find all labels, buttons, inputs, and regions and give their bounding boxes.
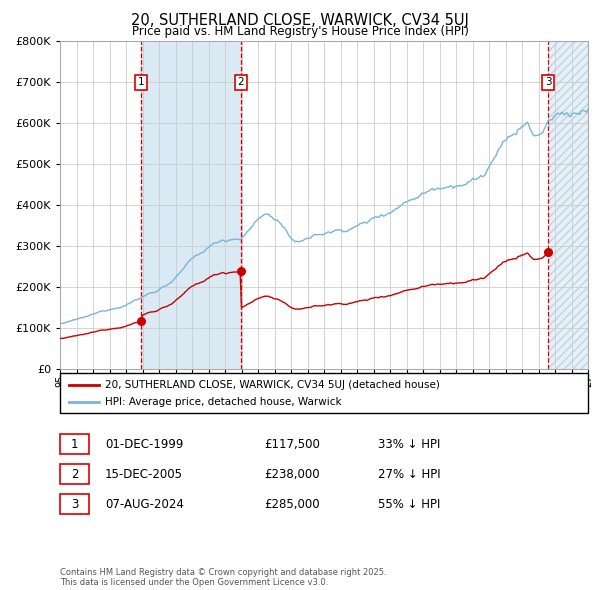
Text: 01-DEC-1999: 01-DEC-1999 [105, 438, 184, 451]
Text: Contains HM Land Registry data © Crown copyright and database right 2025.
This d: Contains HM Land Registry data © Crown c… [60, 568, 386, 587]
Text: 20, SUTHERLAND CLOSE, WARWICK, CV34 5UJ: 20, SUTHERLAND CLOSE, WARWICK, CV34 5UJ [131, 13, 469, 28]
Text: 2: 2 [71, 468, 78, 481]
Text: 3: 3 [545, 77, 551, 87]
Text: 3: 3 [71, 498, 78, 511]
Bar [141, 41, 241, 369]
Text: HPI: Average price, detached house, Warwick: HPI: Average price, detached house, Warw… [105, 396, 341, 407]
Text: 2: 2 [238, 77, 244, 87]
Text: 15-DEC-2005: 15-DEC-2005 [105, 468, 183, 481]
Text: Price paid vs. HM Land Registry's House Price Index (HPI): Price paid vs. HM Land Registry's House … [131, 25, 469, 38]
Text: 07-AUG-2024: 07-AUG-2024 [105, 498, 184, 511]
Text: 20, SUTHERLAND CLOSE, WARWICK, CV34 5UJ (detached house): 20, SUTHERLAND CLOSE, WARWICK, CV34 5UJ … [105, 380, 440, 390]
Text: £117,500: £117,500 [264, 438, 320, 451]
Text: 27% ↓ HPI: 27% ↓ HPI [378, 468, 440, 481]
Text: 55% ↓ HPI: 55% ↓ HPI [378, 498, 440, 511]
Bar [548, 41, 588, 369]
Text: £238,000: £238,000 [264, 468, 320, 481]
Text: 33% ↓ HPI: 33% ↓ HPI [378, 438, 440, 451]
Text: 1: 1 [138, 77, 145, 87]
Text: 1: 1 [71, 438, 78, 451]
Text: £285,000: £285,000 [264, 498, 320, 511]
